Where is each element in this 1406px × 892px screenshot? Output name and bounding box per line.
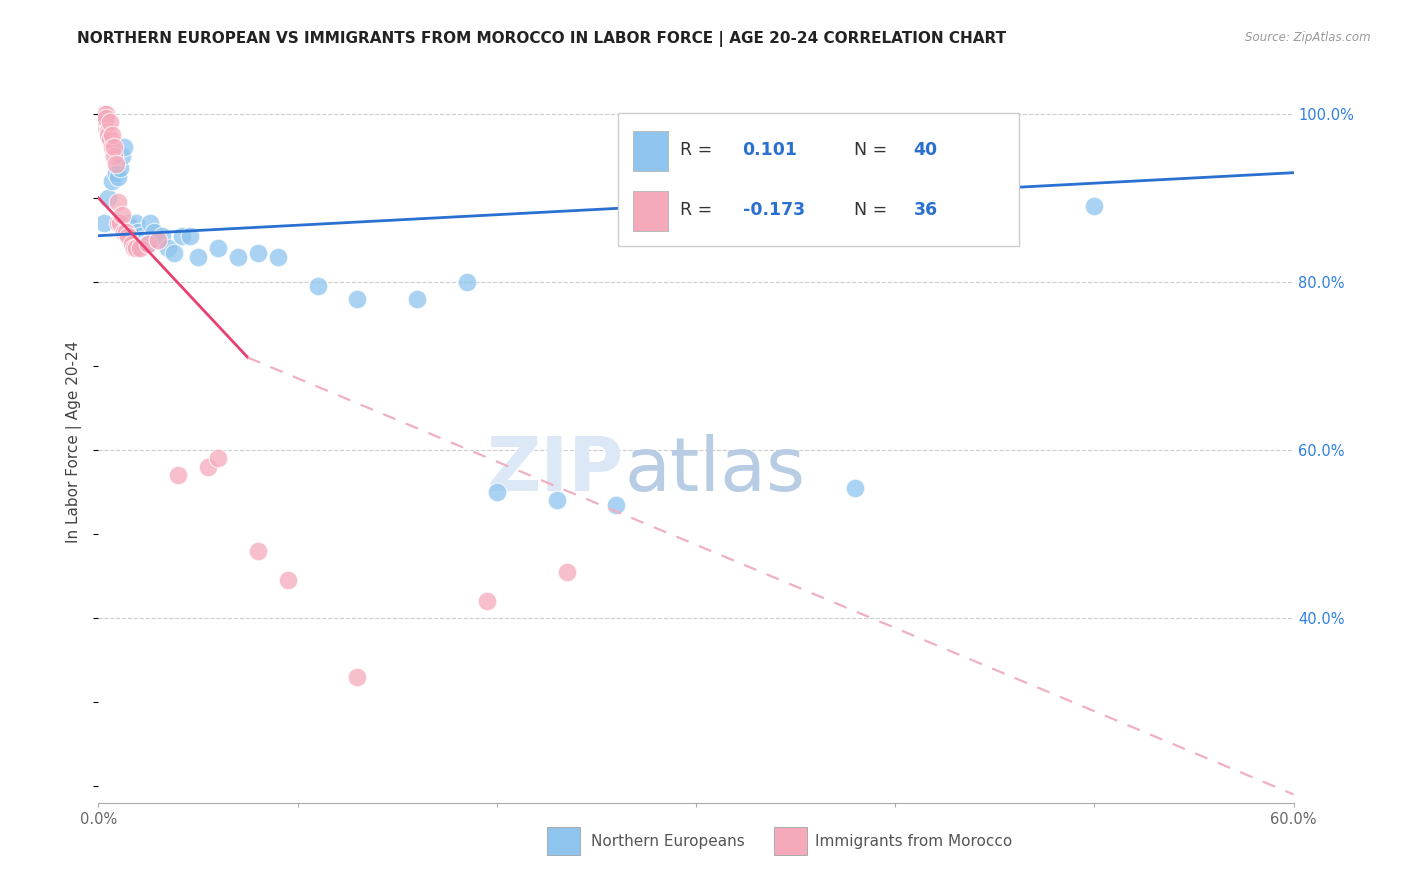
- Point: [96, 107, 118, 121]
- Text: ZIP: ZIP: [486, 434, 624, 507]
- Point: [246, 543, 269, 558]
- Point: [406, 292, 429, 306]
- Point: [117, 216, 139, 230]
- Point: [105, 157, 128, 171]
- Point: [179, 228, 201, 243]
- Point: [125, 241, 148, 255]
- Point: [136, 237, 159, 252]
- Point: [277, 573, 299, 587]
- Point: [121, 237, 143, 252]
- Point: [120, 220, 142, 235]
- Point: [98, 115, 122, 129]
- Point: [110, 216, 132, 230]
- Point: [91, 111, 114, 125]
- Y-axis label: In Labor Force | Age 20-24: In Labor Force | Age 20-24: [66, 341, 83, 542]
- Point: [148, 233, 170, 247]
- Point: [143, 225, 166, 239]
- Point: [110, 161, 132, 176]
- Point: [346, 292, 368, 306]
- Point: [844, 481, 866, 495]
- Point: [135, 237, 157, 252]
- Point: [107, 216, 129, 230]
- Point: [117, 228, 139, 243]
- Point: [246, 245, 269, 260]
- Text: 0.101: 0.101: [742, 141, 797, 159]
- Point: [197, 459, 219, 474]
- Point: [267, 250, 290, 264]
- Point: [96, 111, 118, 125]
- Text: N =: N =: [853, 202, 887, 219]
- Text: atlas: atlas: [624, 434, 806, 507]
- Point: [346, 670, 368, 684]
- Point: [121, 225, 143, 239]
- Text: Northern Europeans: Northern Europeans: [591, 834, 745, 848]
- Point: [187, 250, 209, 264]
- Point: [226, 250, 249, 264]
- Point: [605, 498, 627, 512]
- Point: [207, 451, 229, 466]
- Bar: [773, 828, 807, 855]
- Point: [103, 149, 125, 163]
- Point: [93, 216, 115, 230]
- Point: [89, 115, 111, 129]
- Point: [124, 241, 146, 255]
- Point: [97, 124, 120, 138]
- FancyBboxPatch shape: [619, 112, 1019, 246]
- Point: [97, 191, 120, 205]
- Point: [485, 485, 508, 500]
- Point: [107, 169, 129, 184]
- Point: [111, 208, 134, 222]
- Text: Source: ZipAtlas.com: Source: ZipAtlas.com: [1246, 31, 1371, 45]
- Point: [207, 241, 229, 255]
- Point: [139, 216, 162, 230]
- Bar: [633, 131, 668, 170]
- Text: 36: 36: [914, 202, 938, 219]
- Bar: [633, 191, 668, 230]
- Point: [111, 149, 134, 163]
- Text: Immigrants from Morocco: Immigrants from Morocco: [815, 834, 1012, 848]
- Point: [124, 228, 146, 243]
- Point: [93, 111, 115, 125]
- Text: N =: N =: [853, 141, 887, 159]
- Point: [125, 216, 148, 230]
- Text: R =: R =: [681, 141, 713, 159]
- Point: [167, 468, 190, 483]
- Point: [112, 225, 135, 239]
- Point: [456, 275, 478, 289]
- Point: [148, 233, 170, 247]
- Point: [546, 493, 568, 508]
- Point: [127, 225, 149, 239]
- Point: [131, 233, 153, 247]
- Point: [129, 228, 152, 243]
- Point: [93, 107, 115, 121]
- Point: [112, 140, 135, 154]
- Text: NORTHERN EUROPEAN VS IMMIGRANTS FROM MOROCCO IN LABOR FORCE | AGE 20-24 CORRELAT: NORTHERN EUROPEAN VS IMMIGRANTS FROM MOR…: [77, 31, 1007, 47]
- Point: [150, 228, 173, 243]
- Point: [103, 140, 125, 154]
- Point: [115, 225, 138, 239]
- Point: [475, 594, 498, 608]
- Point: [97, 128, 120, 142]
- Point: [163, 245, 186, 260]
- Bar: [547, 828, 581, 855]
- Point: [157, 241, 180, 255]
- Text: -0.173: -0.173: [742, 202, 804, 219]
- Point: [105, 166, 128, 180]
- Point: [307, 279, 329, 293]
- Point: [101, 128, 124, 142]
- Point: [107, 195, 129, 210]
- Point: [98, 132, 122, 146]
- Point: [101, 140, 124, 154]
- Point: [101, 174, 124, 188]
- Point: [172, 228, 194, 243]
- Point: [555, 565, 578, 579]
- Point: [129, 241, 152, 255]
- Text: 40: 40: [914, 141, 938, 159]
- Text: R =: R =: [681, 202, 713, 219]
- Point: [136, 237, 159, 252]
- Point: [1083, 199, 1105, 213]
